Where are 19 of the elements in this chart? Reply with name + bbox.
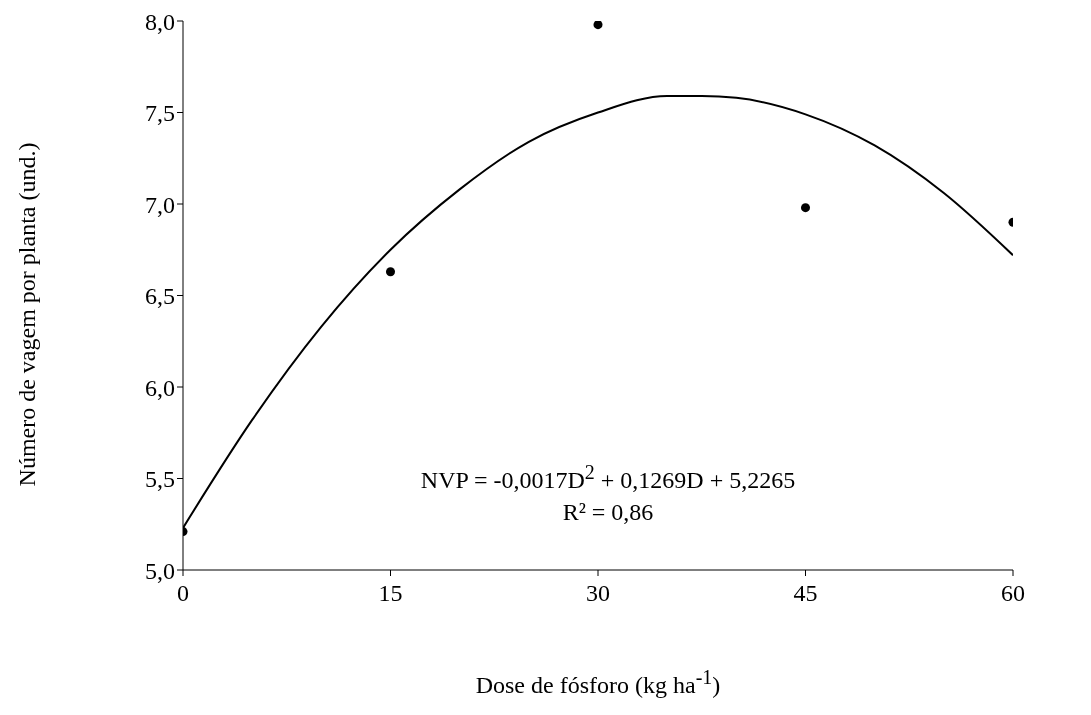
x-tick-label: 30 — [586, 580, 610, 607]
y-axis-title: Número de vagem por planta (und.) — [14, 142, 42, 486]
annotation: NVP = -0,0017D$^{2}$ + 0,1269D + 5,2265 — [419, 460, 797, 495]
point — [593, 21, 603, 30]
y-tick-label: 6,5 — [145, 283, 175, 310]
x-tick-label: 45 — [793, 580, 818, 607]
y-tick-label: 5,5 — [145, 466, 175, 493]
x-tick-label: 60 — [1001, 580, 1025, 607]
point — [385, 267, 396, 277]
y-tick-label: 7,0 — [145, 191, 175, 218]
x-axis-title: Dose de fósforo (kg ha$^{-1}$) — [474, 666, 722, 699]
y-tick-label: 5,0 — [145, 557, 175, 584]
x-tick-label: 0 — [177, 580, 189, 607]
y-tick-label: 6,0 — [145, 374, 175, 401]
y-tick-label: 7,5 — [145, 100, 175, 127]
point — [800, 203, 811, 213]
annotation: R² = 0,86 — [561, 498, 655, 527]
x-tick-label: 15 — [378, 580, 403, 607]
y-tick-label: 8,0 — [145, 8, 175, 35]
